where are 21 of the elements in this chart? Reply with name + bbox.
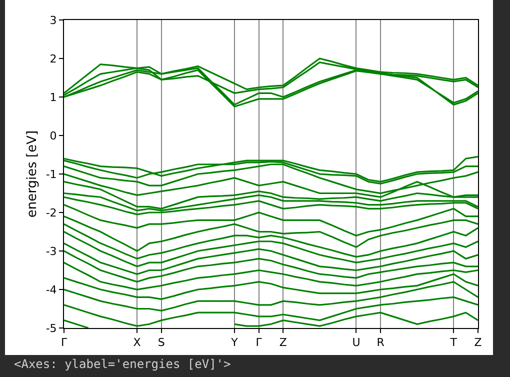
- y-tick-label: 1: [50, 90, 57, 104]
- x-tick-label: Z: [474, 336, 482, 350]
- x-tick-label: T: [449, 336, 458, 350]
- y-tick-label: -3: [46, 244, 57, 258]
- y-tick-label: -4: [46, 283, 57, 296]
- y-tick-label: -5: [46, 322, 57, 335]
- x-tick-label: S: [158, 336, 165, 350]
- x-tick-label: Γ: [256, 336, 263, 350]
- y-tick-label: 0: [50, 129, 57, 142]
- x-tick-label: X: [133, 336, 142, 350]
- x-tick-label: Y: [230, 336, 238, 350]
- x-tick-label: R: [376, 336, 385, 350]
- text: <Axes: ylabel='energies [eV]'>: [14, 357, 231, 371]
- y-axis-title: energies [eV]: [24, 130, 40, 218]
- y-tick-label: -1: [46, 168, 57, 181]
- y-tick-label: -2: [46, 206, 57, 220]
- x-tick-label: U: [352, 336, 360, 350]
- x-tick-label: Z: [279, 336, 288, 350]
- y-tick-label: 3: [50, 14, 57, 27]
- y-tick-label: 2: [50, 52, 57, 66]
- x-tick-label: Γ: [60, 336, 68, 350]
